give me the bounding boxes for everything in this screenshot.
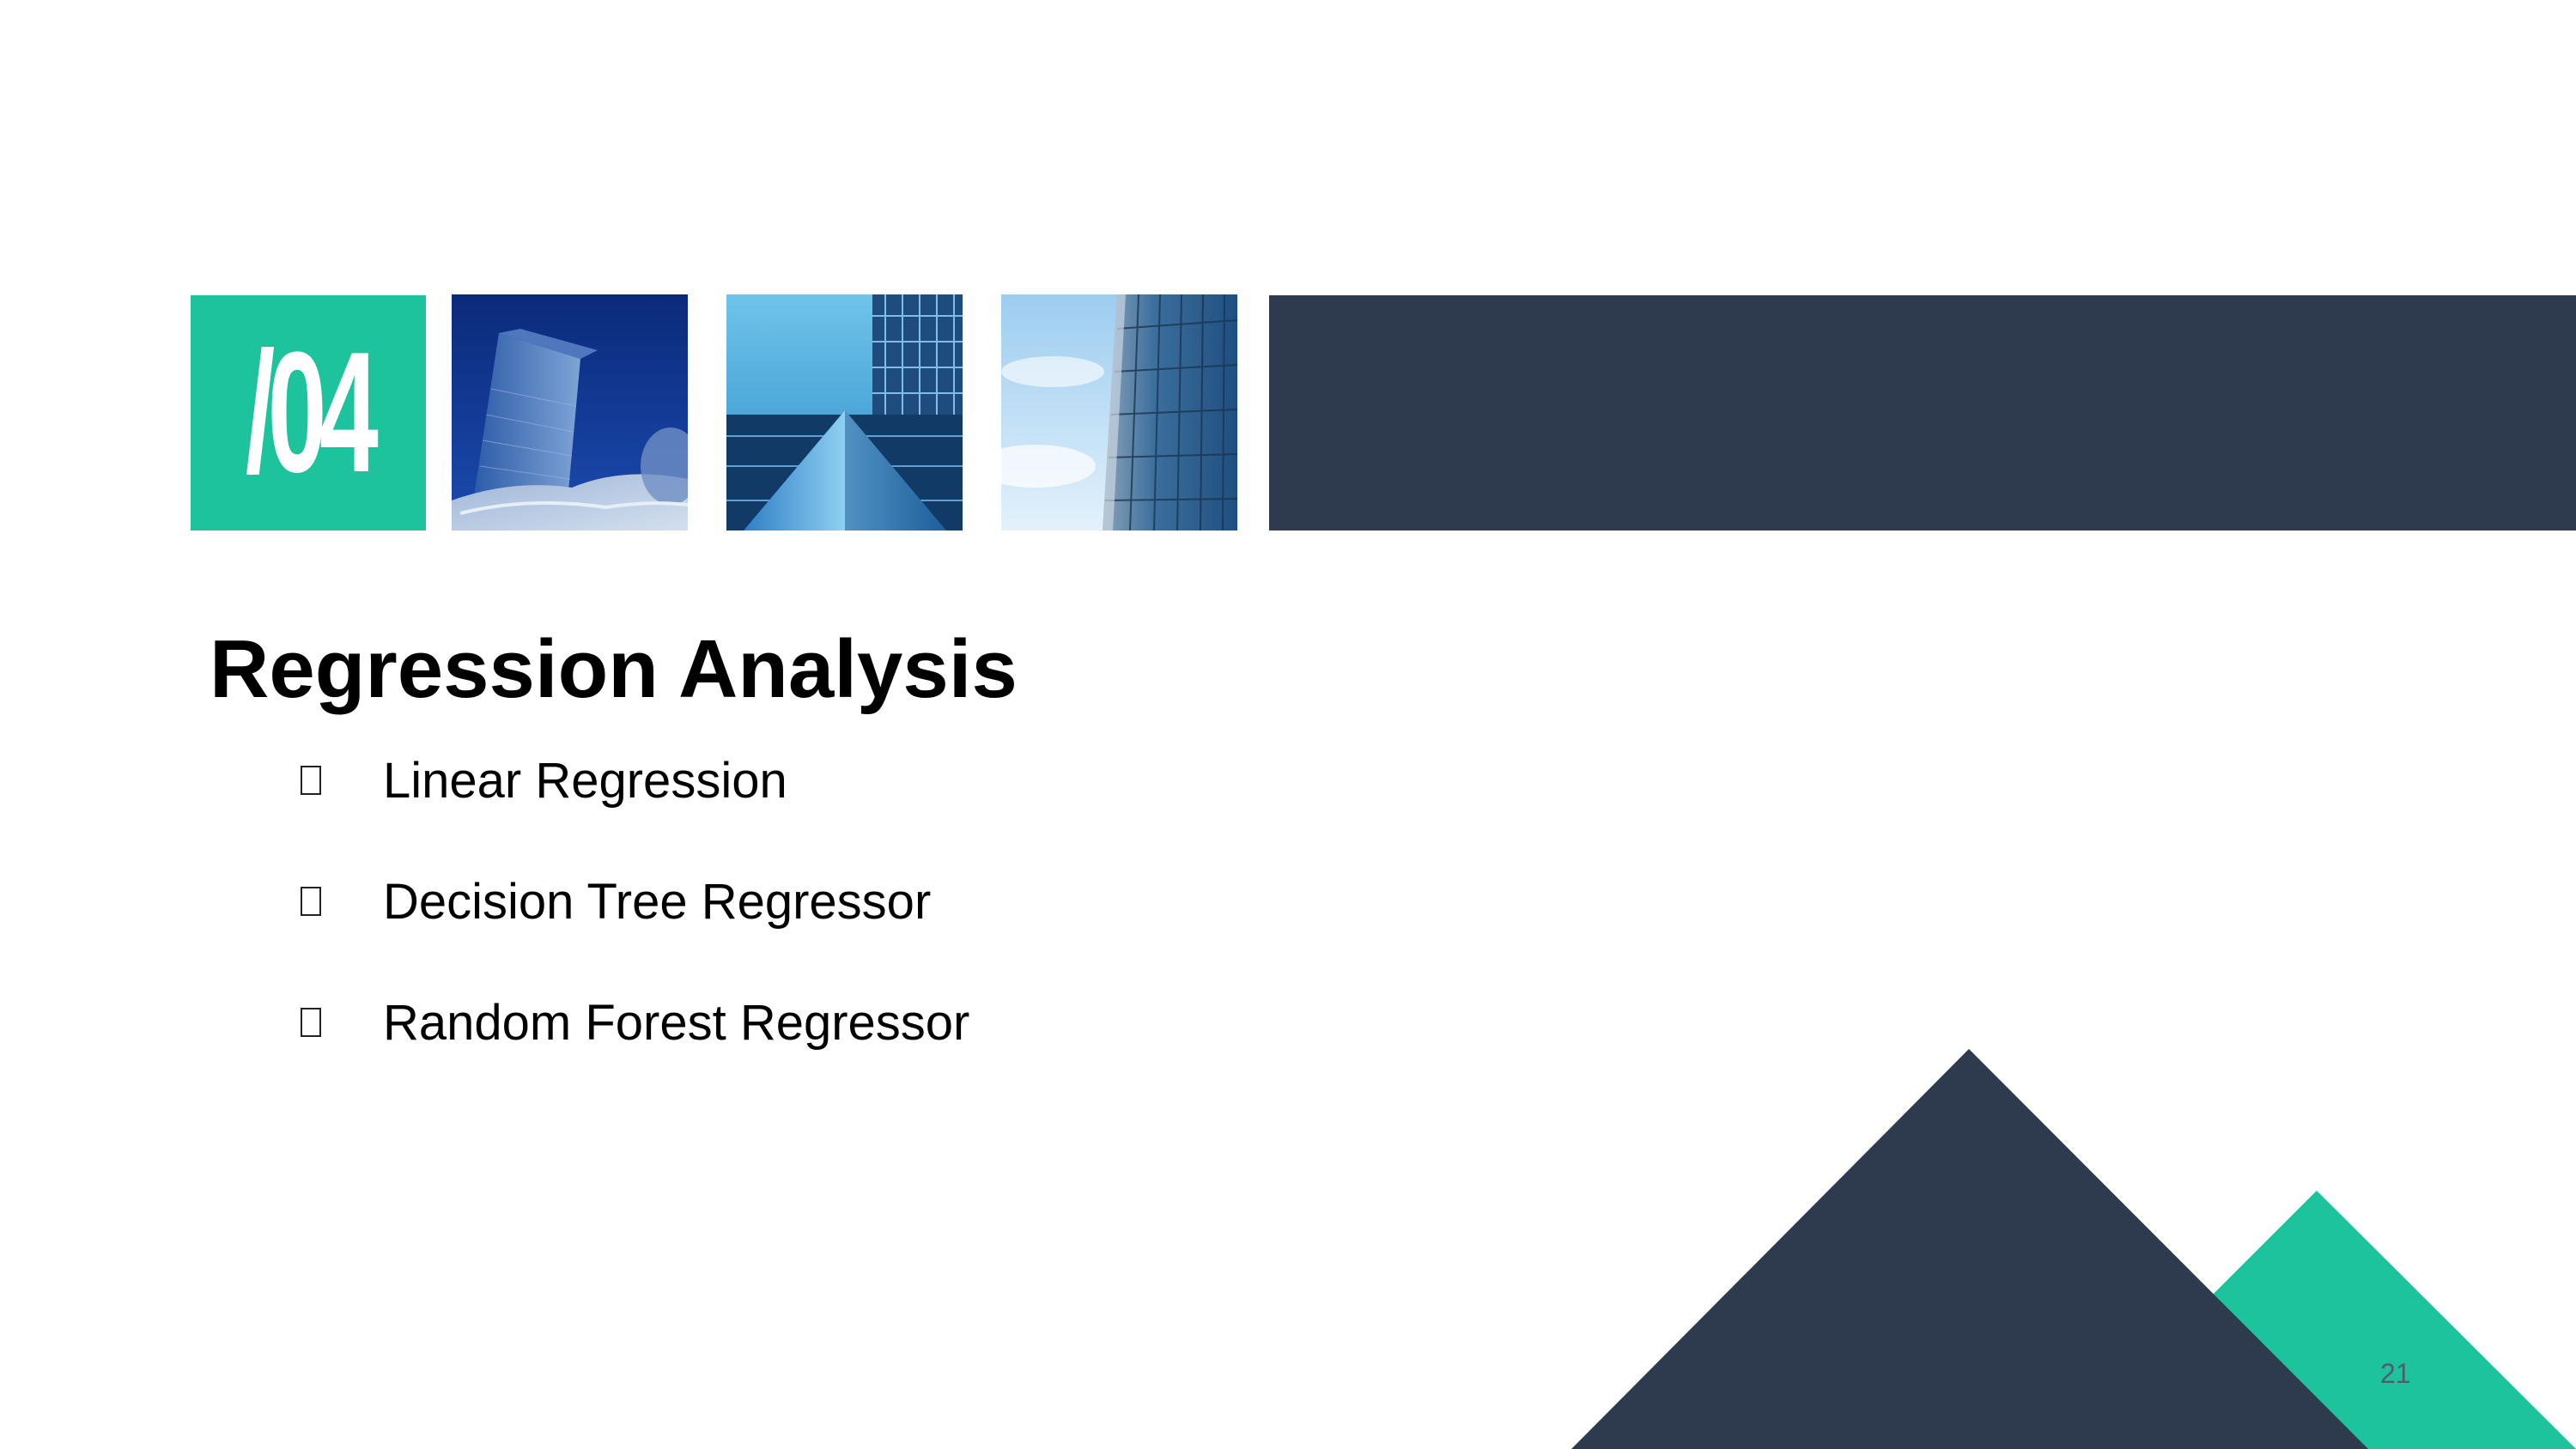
bullet-label: Linear Regression xyxy=(383,753,787,809)
bullet-label: Random Forest Regressor xyxy=(383,995,970,1051)
section-number-box: /04 xyxy=(191,295,426,530)
section-number: /04 xyxy=(245,317,379,508)
bullet-label: Decision Tree Regressor xyxy=(383,874,932,930)
page-number: 21 xyxy=(2380,1358,2411,1389)
slide-title: Regression Analysis xyxy=(210,623,1018,715)
header-bar xyxy=(1269,295,2576,530)
building-photo-3 xyxy=(1001,294,1237,530)
teal-mountain xyxy=(2112,1191,2576,1449)
building-photo-1 xyxy=(452,294,688,530)
checkbox-icon xyxy=(301,1008,321,1037)
navy-mountain xyxy=(1571,1049,2368,1449)
building-photo-2 xyxy=(726,294,963,530)
checkbox-icon xyxy=(301,887,321,916)
checkbox-icon xyxy=(301,766,321,795)
